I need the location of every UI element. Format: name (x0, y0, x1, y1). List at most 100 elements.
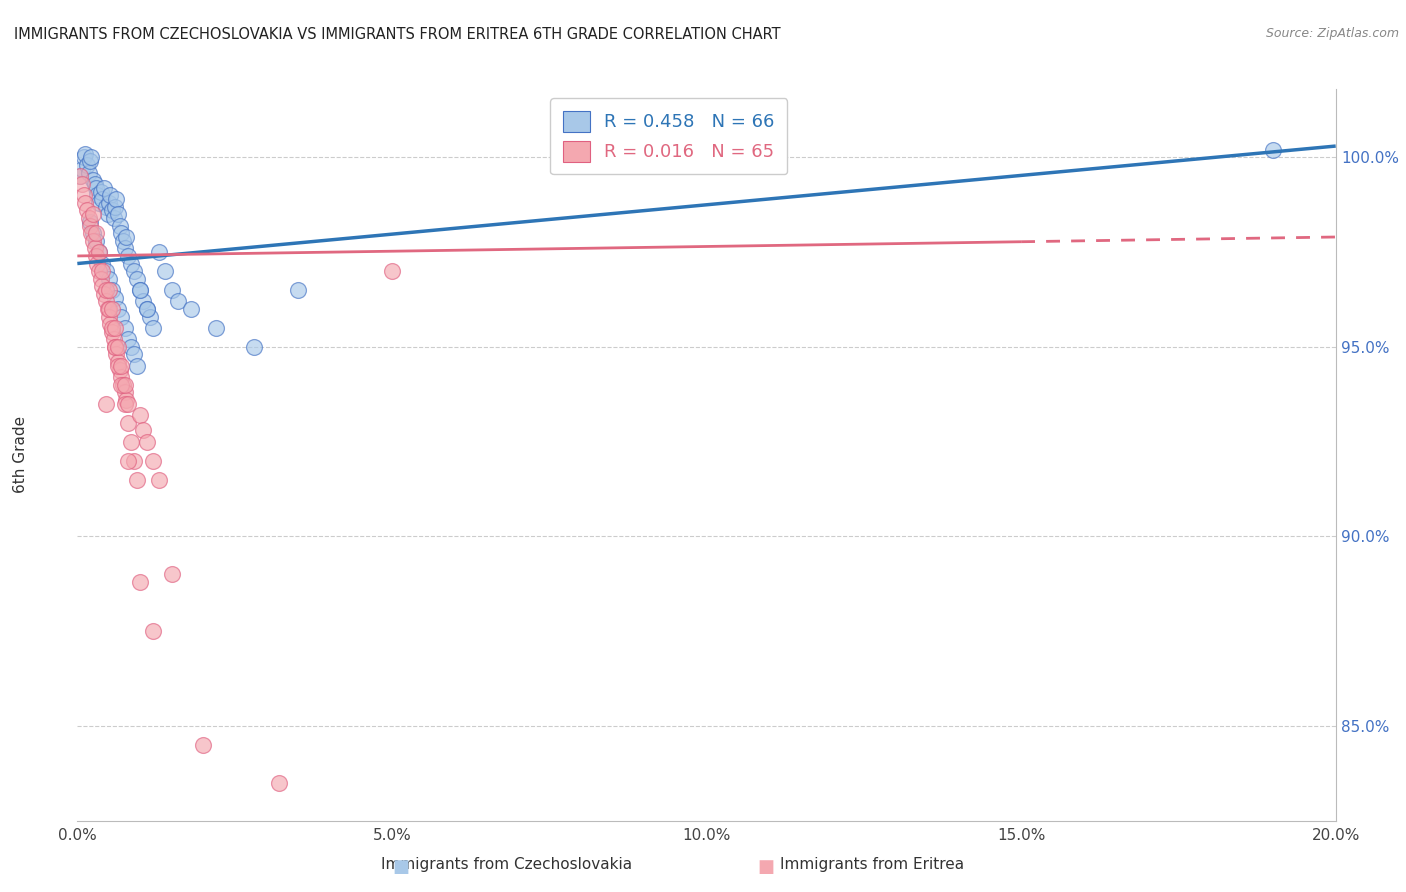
Point (129, 283, 152, 297)
Point (80, 150, 103, 164)
Point (180, 301, 202, 316)
Point (142, 453, 165, 467)
Point (110, 310, 132, 324)
Point (104, 200, 127, 214)
Point (84, 241, 107, 255)
Point (72, 177, 94, 191)
Point (129, 283, 152, 297)
Point (120, 256, 142, 270)
Point (114, 397, 136, 411)
Point (110, 226, 132, 240)
Point (89, 245, 111, 260)
Point (114, 321, 136, 335)
Point (97, 283, 120, 297)
Point (267, 776, 290, 790)
Point (204, 321, 226, 335)
Point (69, 169, 91, 184)
Point (111, 377, 134, 392)
Point (86, 256, 108, 270)
Point (90, 185, 112, 199)
Point (105, 347, 128, 361)
Point (97, 301, 120, 316)
Point (80, 226, 103, 240)
Point (138, 310, 160, 324)
Point (107, 207, 129, 221)
Point (89, 195, 111, 210)
Point (76, 203, 98, 218)
Point (84, 180, 107, 194)
Point (117, 332, 139, 346)
Point (97, 195, 120, 210)
Point (91, 192, 114, 206)
Point (97, 310, 120, 324)
Point (93, 180, 115, 194)
Text: IMMIGRANTS FROM CZECHOSLOVAKIA VS IMMIGRANTS FROM ERITREA 6TH GRADE CORRELATION : IMMIGRANTS FROM CZECHOSLOVAKIA VS IMMIGR… (14, 27, 780, 42)
Text: ■: ■ (758, 858, 775, 876)
Point (135, 434, 157, 449)
Point (82, 234, 104, 248)
Point (117, 397, 139, 411)
Point (90, 271, 112, 285)
Point (82, 207, 104, 221)
Point (107, 355, 129, 369)
Point (79, 215, 101, 229)
Text: ■: ■ (392, 858, 409, 876)
Point (104, 340, 127, 354)
Point (104, 291, 127, 305)
Point (167, 294, 190, 309)
Point (122, 453, 145, 467)
Point (160, 567, 183, 582)
Point (108, 219, 131, 233)
Point (1261, 143, 1284, 157)
Point (127, 473, 149, 487)
Point (103, 332, 125, 346)
Point (82, 173, 104, 187)
Point (191, 738, 215, 752)
Point (103, 211, 125, 225)
Point (381, 264, 404, 278)
Point (107, 340, 129, 354)
Point (94, 264, 117, 278)
Point (142, 321, 165, 335)
Point (135, 301, 157, 316)
Point (77, 211, 100, 225)
Point (155, 264, 177, 278)
Point (148, 473, 170, 487)
Point (117, 453, 139, 467)
Point (120, 434, 142, 449)
Legend: R = 0.458   N = 66, R = 0.016   N = 65: R = 0.458 N = 66, R = 0.016 N = 65 (550, 98, 787, 174)
Point (135, 301, 157, 316)
Point (114, 241, 136, 255)
Point (98, 317, 121, 331)
Point (107, 301, 129, 316)
Point (86, 188, 108, 202)
Text: Immigrants from Eritrea: Immigrants from Eritrea (780, 857, 963, 872)
Point (115, 392, 138, 407)
Point (84, 234, 107, 248)
Point (114, 377, 136, 392)
Point (101, 325, 124, 339)
Point (129, 408, 152, 422)
Point (91, 279, 114, 293)
Point (84, 177, 107, 191)
Text: Immigrants from Czechoslovakia: Immigrants from Czechoslovakia (381, 857, 631, 872)
Point (105, 192, 128, 206)
Point (127, 271, 149, 285)
Point (117, 416, 139, 430)
Point (122, 347, 145, 361)
Point (115, 230, 138, 244)
Point (77, 165, 100, 179)
Point (110, 377, 132, 392)
Point (89, 264, 111, 278)
Point (110, 359, 132, 373)
Point (79, 219, 101, 233)
Point (160, 283, 183, 297)
Point (97, 271, 120, 285)
Point (110, 370, 132, 384)
Point (91, 256, 114, 270)
Point (104, 340, 127, 354)
Point (101, 203, 124, 218)
Point (108, 362, 131, 376)
Point (73, 195, 96, 210)
Point (72, 150, 94, 164)
